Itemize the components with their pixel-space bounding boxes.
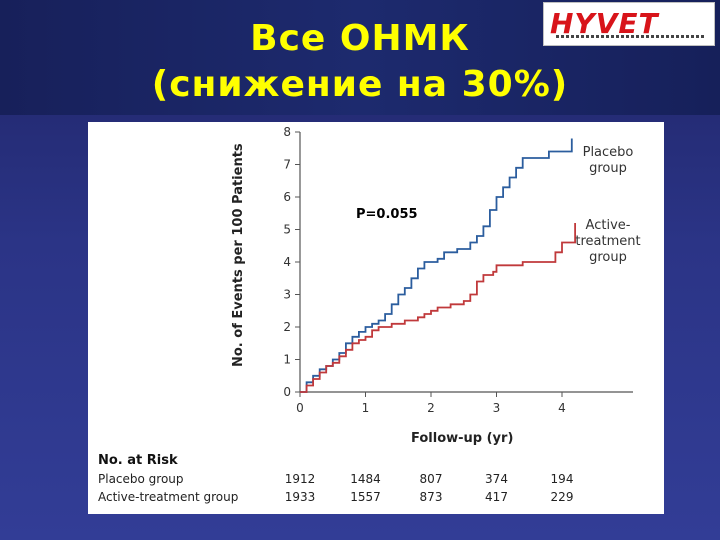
x-tick-label: 0 [296, 401, 304, 415]
placebo-group-label: group [589, 161, 627, 176]
risk-row-label: Active-treatment group [98, 490, 238, 504]
x-tick-label: 1 [362, 401, 370, 415]
risk-row-label: Placebo group [98, 472, 184, 486]
p-value-annotation: P=0.055 [356, 207, 418, 222]
risk-value: 1933 [285, 490, 316, 504]
risk-value: 194 [551, 472, 574, 486]
axes-layer: 0 1 2 3 4 5 6 7 8 0 1 2 3 4 [283, 125, 633, 415]
risk-table: Placebo group 1912 1484 807 374 194 Active-tre… [98, 472, 573, 504]
hyvet-logo: HYVET [543, 2, 715, 46]
slide-title-line-1: Все ОНМК [250, 18, 470, 59]
risk-value: 1484 [350, 472, 381, 486]
slide-title-line-2: (снижение на 30%) [151, 64, 569, 105]
y-tick-label: 0 [283, 385, 291, 399]
risk-value: 1912 [285, 472, 316, 486]
y-tick-label: 6 [283, 190, 291, 204]
x-axis-title: Follow-up (yr) [411, 431, 513, 446]
risk-value: 1557 [350, 490, 381, 504]
active-treatment-group-label: Active- [586, 218, 631, 233]
active-treatment-curve [300, 223, 576, 393]
risk-value: 873 [420, 490, 443, 504]
risk-value: 374 [485, 472, 508, 486]
logo-tagline-graphic [556, 35, 706, 38]
y-tick-label: 7 [283, 158, 291, 172]
active-treatment-group-label: group [589, 250, 627, 265]
y-tick-label: 8 [283, 125, 291, 139]
risk-table-heading: No. at Risk [98, 453, 178, 468]
risk-value: 229 [551, 490, 574, 504]
y-tick-label: 5 [283, 223, 291, 237]
y-tick-label: 1 [283, 353, 291, 367]
placebo-group-label: Placebo [583, 145, 634, 160]
risk-value: 417 [485, 490, 508, 504]
logo-text: HYVET [550, 7, 659, 40]
placebo-curve [300, 138, 573, 393]
risk-value: 807 [420, 472, 443, 486]
active-treatment-group-label: treatment [575, 234, 640, 249]
x-tick-label: 2 [427, 401, 435, 415]
y-axis-title: No. of Events per 100 Patients [231, 143, 246, 367]
y-tick-label: 4 [283, 255, 291, 269]
x-tick-label: 4 [558, 401, 566, 415]
y-tick-label: 2 [283, 320, 291, 334]
series-layer [300, 138, 576, 393]
x-tick-label: 3 [493, 401, 501, 415]
y-tick-label: 3 [283, 288, 291, 302]
